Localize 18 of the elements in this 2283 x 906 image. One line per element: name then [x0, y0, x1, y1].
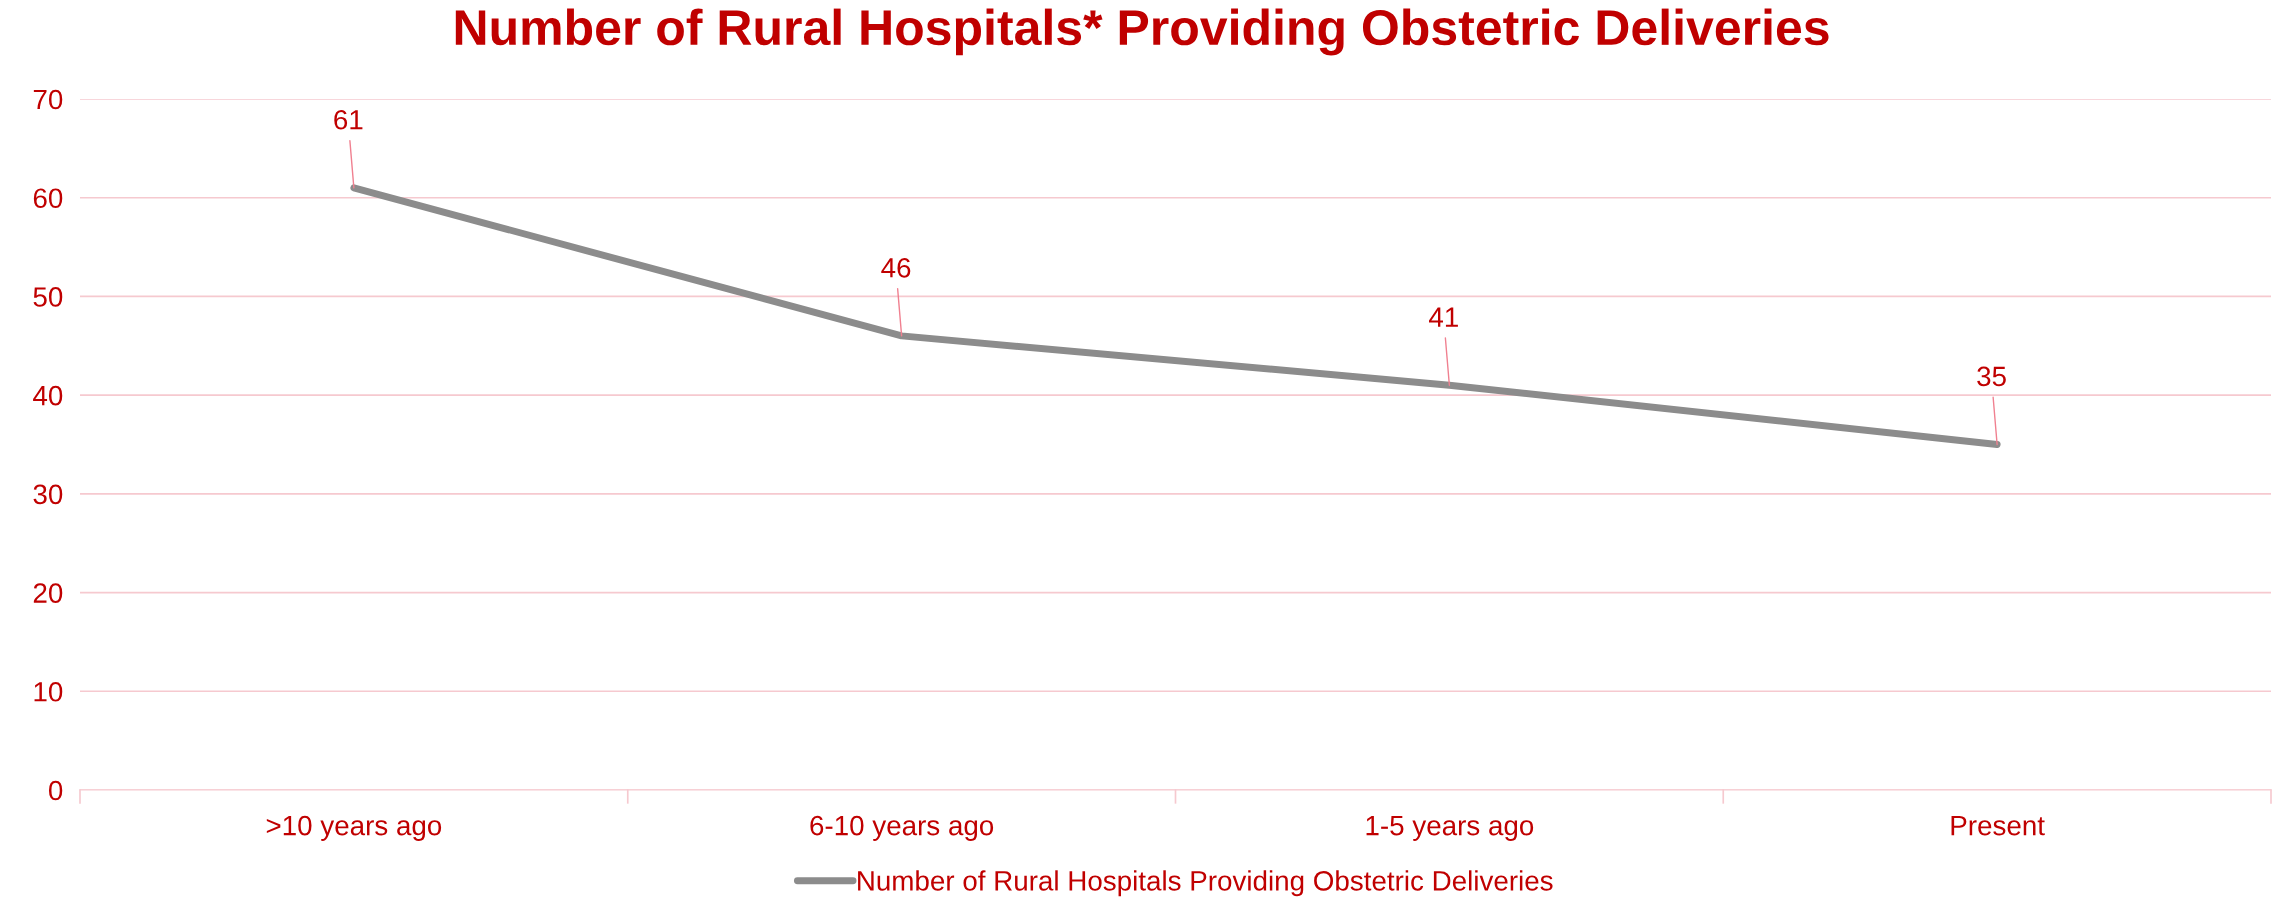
- y-tick-label: 50: [33, 287, 63, 307]
- data-label: 41: [1429, 307, 1458, 327]
- y-tick-label: 0: [48, 780, 63, 801]
- y-tick-label: 10: [34, 681, 63, 702]
- y-tick-label: 70: [33, 89, 63, 110]
- y-tick-label: 30: [33, 484, 63, 505]
- y-tick-label: 60: [33, 188, 63, 209]
- x-tick-label: >10 years ago: [266, 815, 442, 841]
- data-label: 35: [1977, 366, 2006, 387]
- x-tick-label: 1-5 years ago: [1366, 816, 1534, 841]
- y-tick-label: 20: [33, 583, 63, 603]
- data-label: 46: [881, 257, 911, 278]
- x-tick-label: Present: [1951, 816, 2045, 836]
- data-label: 61: [334, 109, 363, 130]
- chart-title: Number of Rural Hospitals* Providing Obstetric Deliveries: [455, 8, 1829, 56]
- y-tick-label: 40: [33, 385, 63, 406]
- x-tick-label: 6-10 years ago: [810, 815, 994, 841]
- legend-label: Number of Rural Hospitals Providing Obstetric Deliveries: [858, 870, 1553, 897]
